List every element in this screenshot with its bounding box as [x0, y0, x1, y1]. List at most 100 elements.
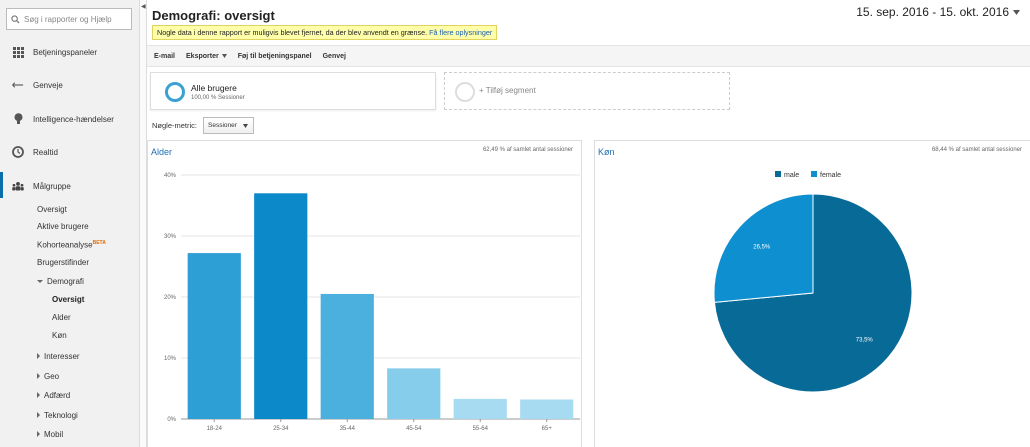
page-title: Demografi: oversigt: [152, 8, 275, 23]
bar-25-34[interactable]: [254, 193, 308, 419]
chevron-down-icon: [221, 54, 227, 58]
chevron-right-icon: [37, 412, 40, 418]
chevron-left-icon: ◀: [141, 4, 146, 10]
nav-intelligence[interactable]: Intelligence-hændelser: [0, 107, 140, 131]
x-tick-label: 55-64: [473, 426, 489, 432]
x-tick-label: 18-24: [207, 426, 223, 432]
date-range-picker[interactable]: 15. sep. 2016 - 15. okt. 2016: [856, 5, 1020, 19]
sub-demographics-overview[interactable]: Oversigt: [52, 295, 85, 304]
age-panel: Alder 62,49 % af samlet antal sessioner …: [147, 140, 582, 447]
metric-label: Nøgle-metric:: [152, 121, 198, 130]
beta-badge: BETA: [92, 240, 106, 246]
segment-all-users[interactable]: Alle brugere 100,00 % Sessioner: [150, 72, 436, 110]
export-label: Eksporter: [186, 52, 219, 60]
sub-active-users[interactable]: Aktive brugere: [37, 222, 89, 231]
nav-realtime[interactable]: Realtid: [0, 140, 140, 164]
slice-female[interactable]: [713, 193, 814, 303]
bar-35-44[interactable]: [320, 293, 374, 419]
sub-behavior[interactable]: Adfærd: [37, 391, 70, 400]
y-tick-label: 20%: [164, 295, 177, 301]
x-tick-label: 25-34: [273, 426, 289, 432]
legend-swatch: [811, 171, 817, 177]
export-button[interactable]: Eksporter: [186, 53, 227, 60]
age-panel-note: 62,49 % af samlet antal sessioner: [482, 147, 573, 153]
sampling-notice: Nogle data i denne rapport er muligvis b…: [152, 25, 498, 40]
bulb-icon: [12, 113, 24, 125]
slice-label: 26,5%: [753, 244, 771, 250]
search-box[interactable]: [6, 8, 132, 30]
search-icon: [11, 14, 20, 24]
legend-label[interactable]: female: [820, 172, 841, 179]
age-panel-title[interactable]: Alder: [151, 147, 173, 157]
notice-text: Nogle data i denne rapport er muligvis b…: [157, 28, 428, 37]
add-segment-button[interactable]: + Tilføj segment: [444, 72, 730, 110]
report-toolbar: E-mail Eksporter Føj til betjeningspanel…: [147, 45, 1030, 67]
bar-18-24[interactable]: [187, 253, 241, 419]
bar-55-64[interactable]: [453, 398, 507, 419]
gender-panel-note: 68,44 % af samlet antal sessioner: [931, 147, 1022, 153]
nav-audience[interactable]: Målgruppe: [0, 174, 140, 198]
sub-geo-label: Geo: [44, 372, 60, 381]
bar-65+[interactable]: [520, 399, 574, 419]
chevron-right-icon: [37, 353, 40, 359]
nav-audience-label: Målgruppe: [33, 181, 71, 191]
legend-swatch: [775, 171, 781, 177]
y-tick-label: 0%: [167, 417, 176, 423]
notice-link[interactable]: Få flere oplysninger: [429, 28, 493, 37]
legend-label[interactable]: male: [784, 172, 799, 179]
sub-cohort-label: Kohorteanalyse: [37, 240, 93, 250]
date-range-label: 15. sep. 2016 - 15. okt. 2016: [856, 5, 1009, 19]
metric-selected: Sessioner: [208, 122, 237, 129]
bar-45-54[interactable]: [387, 368, 441, 419]
nav-shortcuts[interactable]: Genveje: [0, 73, 140, 97]
chevron-down-icon: [37, 280, 43, 284]
chevron-right-icon: [37, 392, 40, 398]
slice-label: 73,5%: [856, 338, 874, 344]
segment-placeholder-icon: [455, 82, 475, 102]
sub-demographics[interactable]: Demografi: [37, 277, 84, 286]
segment-ring-icon: [165, 82, 185, 102]
add-segment-label: + Tilføj segment: [479, 86, 536, 95]
sub-technology-label: Teknologi: [44, 411, 78, 420]
sub-technology[interactable]: Teknologi: [37, 411, 78, 420]
email-button[interactable]: E-mail: [154, 52, 176, 60]
active-indicator: [0, 172, 3, 198]
sub-age[interactable]: Alder: [52, 313, 71, 322]
chevron-down-icon: [1013, 9, 1020, 15]
age-bar-chart: 0% 10% 20% 30% 40% 18-24 25-34 35-44 45-54 55-64 6…: [164, 173, 580, 432]
x-tick-label: 65+: [542, 426, 553, 432]
x-tick-label: 35-44: [340, 426, 356, 432]
segment-name: Alle brugere: [191, 83, 237, 93]
y-tick-label: 40%: [164, 173, 177, 179]
nav-intelligence-label: Intelligence-hændelser: [33, 114, 114, 124]
gender-pie-chart: 73,5% 26,5% male female: [713, 171, 913, 393]
sub-mobile[interactable]: Mobil: [37, 430, 63, 439]
sub-demographics-label: Demografi: [47, 277, 84, 286]
sub-overview[interactable]: Oversigt: [37, 205, 67, 214]
y-tick-label: 10%: [164, 356, 177, 362]
people-icon: [12, 180, 24, 192]
metric-dropdown[interactable]: Sessioner: [203, 117, 254, 134]
sub-interests[interactable]: Interesser: [37, 352, 80, 361]
sub-geo[interactable]: Geo: [37, 372, 59, 381]
sidebar-collapse-handle[interactable]: ◀: [140, 0, 147, 447]
gender-panel: Køn 68,44 % af samlet antal sessioner 73…: [594, 140, 1030, 447]
gender-panel-title[interactable]: Køn: [598, 147, 615, 157]
clock-icon: [12, 146, 24, 158]
sub-user-explorer[interactable]: Brugerstifinder: [37, 258, 90, 267]
search-input[interactable]: [24, 14, 124, 24]
sub-gender[interactable]: Køn: [52, 331, 67, 340]
nav-shortcuts-label: Genveje: [33, 80, 63, 90]
grid-icon: [12, 46, 24, 58]
sub-cohort[interactable]: KohorteanalyseBETA: [37, 240, 106, 250]
add-to-dashboard-button[interactable]: Føj til betjeningspanel: [237, 52, 312, 60]
sidebar: Betjeningspaneler Genveje Intelligence-h…: [0, 0, 140, 447]
sub-interests-label: Interesser: [44, 352, 80, 361]
nav-realtime-label: Realtid: [33, 147, 58, 157]
shortcut-button[interactable]: Genvej: [322, 52, 346, 60]
x-tick-label: 45-54: [406, 426, 422, 432]
nav-dashboards-label: Betjeningspaneler: [33, 47, 98, 57]
nav-dashboards[interactable]: Betjeningspaneler: [0, 40, 140, 64]
chevron-right-icon: [37, 431, 40, 437]
chevron-right-icon: [37, 373, 40, 379]
